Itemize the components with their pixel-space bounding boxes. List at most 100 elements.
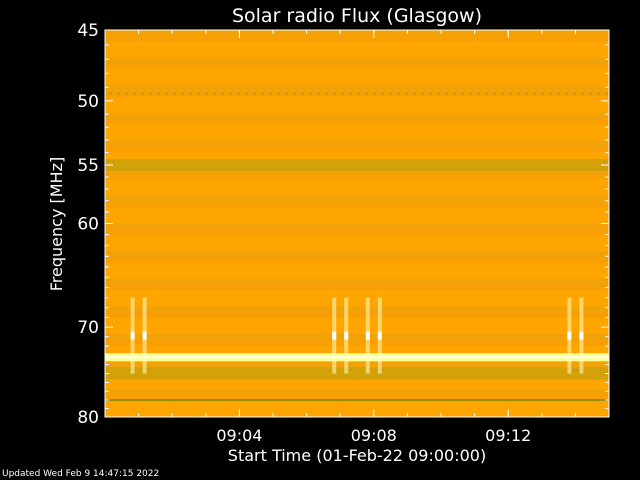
interference-dot bbox=[373, 92, 376, 96]
y-tick-label: 60 bbox=[77, 215, 99, 235]
background-stripe bbox=[105, 278, 609, 285]
background-stripe bbox=[105, 312, 609, 318]
interference-dot bbox=[173, 92, 176, 96]
interference-dot bbox=[581, 92, 584, 96]
interference-dot bbox=[493, 92, 496, 96]
burst-core bbox=[365, 331, 370, 340]
interference-dot bbox=[245, 92, 248, 96]
burst-core bbox=[344, 331, 349, 340]
burst-events bbox=[130, 297, 584, 374]
background-stripe bbox=[105, 168, 609, 175]
burst-0908 bbox=[365, 297, 382, 374]
interference-dot bbox=[277, 92, 280, 96]
interference-dot bbox=[133, 92, 136, 96]
y-tick-label: 70 bbox=[77, 318, 99, 338]
interference-dot bbox=[565, 92, 568, 96]
burst-0907 bbox=[332, 297, 349, 374]
interference-dot bbox=[589, 92, 592, 96]
burst-core bbox=[377, 331, 382, 340]
y-tick-label: 55 bbox=[77, 156, 99, 176]
last-updated-text: Updated Wed Feb 9 14:47:15 2022 bbox=[2, 469, 160, 479]
interference-dot bbox=[293, 92, 296, 96]
interference-dot bbox=[437, 92, 440, 96]
y-axis: 45 50 55 60 70 80 bbox=[77, 21, 609, 428]
background-stripe bbox=[105, 85, 609, 92]
background-stripe bbox=[105, 339, 609, 346]
interference-dot bbox=[405, 92, 408, 96]
interference-dot bbox=[229, 92, 232, 96]
background-stripe bbox=[105, 361, 609, 368]
interference-dot bbox=[421, 92, 424, 96]
bright-line-core bbox=[105, 356, 609, 359]
background-stripe bbox=[105, 389, 609, 396]
x-tick-label: 09:12 bbox=[485, 426, 531, 445]
x-axis: 09:04 09:08 09:12 bbox=[138, 30, 576, 445]
interference-dot bbox=[269, 92, 272, 96]
interference-dot bbox=[525, 92, 528, 96]
interference-dot bbox=[349, 92, 352, 96]
interference-dot bbox=[413, 92, 416, 96]
background-stripe bbox=[105, 140, 609, 147]
interference-dot bbox=[381, 92, 384, 96]
interference-dot bbox=[461, 92, 464, 96]
background-stripe bbox=[105, 112, 609, 119]
background-stripe bbox=[105, 256, 609, 263]
background-stripe bbox=[105, 394, 609, 401]
background-stripe bbox=[105, 30, 609, 36]
interference-dot bbox=[141, 92, 144, 96]
background-stripe bbox=[105, 57, 609, 64]
interference-dot bbox=[365, 92, 368, 96]
interference-dot bbox=[517, 92, 520, 96]
background-stripe bbox=[105, 201, 609, 208]
y-tick-label: 50 bbox=[77, 92, 99, 112]
interference-dot bbox=[485, 92, 488, 96]
interference-dot bbox=[261, 92, 264, 96]
spectral-bands bbox=[105, 30, 609, 401]
y-tick-label: 45 bbox=[77, 21, 99, 41]
interference-dot bbox=[213, 92, 216, 96]
background-stripe bbox=[105, 306, 609, 313]
interference-dot bbox=[309, 92, 312, 96]
interference-dot bbox=[541, 92, 544, 96]
interference-dot bbox=[549, 92, 552, 96]
interference-dot bbox=[325, 92, 328, 96]
interference-dot bbox=[341, 92, 344, 96]
y-tick-label: 80 bbox=[77, 408, 99, 428]
y-axis-label: Frequency [MHz] bbox=[47, 157, 66, 291]
interference-dot bbox=[445, 92, 448, 96]
burst-0914 bbox=[567, 297, 584, 374]
interference-dot bbox=[397, 92, 400, 96]
x-tick-label: 09:08 bbox=[351, 426, 397, 445]
interference-dot bbox=[605, 92, 608, 96]
burst-0901 bbox=[130, 297, 147, 374]
interference-dot bbox=[189, 92, 192, 96]
spectral-band-75 bbox=[105, 367, 609, 380]
background-stripe bbox=[105, 195, 609, 202]
x-axis-label: Start Time (01-Feb-22 09:00:00) bbox=[228, 446, 486, 465]
interference-dot bbox=[117, 92, 120, 96]
interference-dot bbox=[469, 92, 472, 96]
interference-dot bbox=[533, 92, 536, 96]
interference-dot bbox=[317, 92, 320, 96]
background-stripe bbox=[105, 63, 609, 70]
background-stripe bbox=[105, 229, 609, 235]
background-stripe bbox=[105, 146, 609, 153]
interference-dot bbox=[149, 92, 152, 96]
interference-dot bbox=[165, 92, 168, 96]
burst-core bbox=[332, 331, 337, 340]
x-tick-label: 09:04 bbox=[216, 426, 262, 445]
interference-dot bbox=[477, 92, 480, 96]
background-stripe bbox=[105, 334, 609, 341]
interference-dot bbox=[285, 92, 288, 96]
interference-dot bbox=[573, 92, 576, 96]
spectral-band-55 bbox=[105, 159, 609, 171]
burst-core bbox=[567, 331, 572, 340]
background-stripe bbox=[105, 284, 609, 291]
chart-title: Solar radio Flux (Glasgow) bbox=[232, 5, 482, 27]
interference-dot bbox=[157, 92, 160, 96]
interference-dot bbox=[253, 92, 256, 96]
interference-dot bbox=[557, 92, 560, 96]
interference-dot bbox=[125, 92, 128, 96]
interference-dot bbox=[301, 92, 304, 96]
